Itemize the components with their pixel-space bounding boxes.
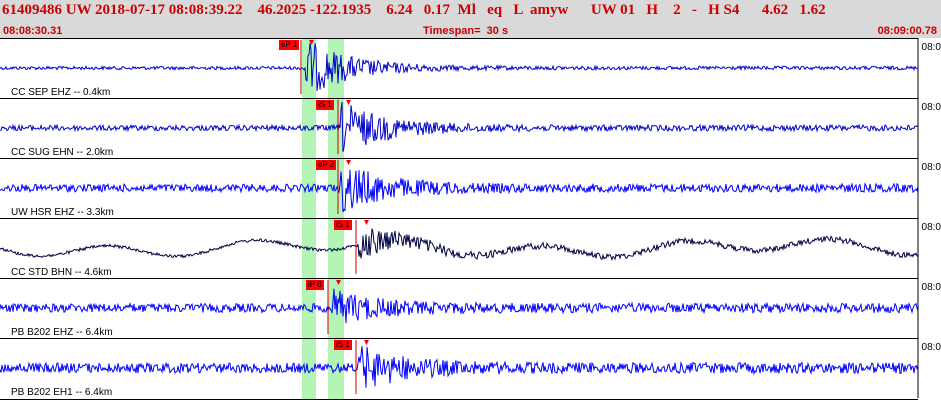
channel-label: CC SEP EHZ -- 0.4km <box>11 87 111 98</box>
tick-label: 08:0 <box>921 42 941 53</box>
end-time: 08:09:00.78 <box>877 25 937 37</box>
channel-label: CC SUG EHN -- 2.0km <box>11 147 114 158</box>
start-time: 08:08:30.31 <box>3 25 63 37</box>
tick-label: 08:0 <box>921 162 941 173</box>
tick-label: 08:0 <box>921 222 941 233</box>
pick-arrow-icon <box>336 280 341 285</box>
tick-label: 08:0 <box>921 342 941 353</box>
phase-pick-label[interactable]: iS 1 <box>334 220 352 230</box>
event-title: 61409486 UW 2018-07-17 08:08:39.22 46.20… <box>2 2 826 18</box>
phase-pick-label[interactable]: eP 1 <box>279 40 300 50</box>
channel-label: CC STD BHN -- 4.6km <box>11 267 112 278</box>
channel-label: PB B202 EH1 -- 6.4km <box>11 387 113 398</box>
tick-label: 08:0 <box>921 282 941 293</box>
header-bar: 61409486 UW 2018-07-17 08:08:39.22 46.20… <box>0 0 941 38</box>
phase-pick-label[interactable]: iS 1 <box>334 340 352 350</box>
waveform-trace <box>0 101 919 152</box>
timespan-label: Timespan= 30 s <box>423 25 509 37</box>
phase-pick-label[interactable]: iP 0 <box>306 280 324 290</box>
waveform-trace <box>0 169 919 213</box>
channel-label: UW HSR EHZ -- 3.3km <box>11 207 114 218</box>
seismogram-plot[interactable] <box>0 38 941 400</box>
waveform-trace <box>0 288 919 324</box>
pick-arrow-icon <box>346 100 351 105</box>
pick-arrow-icon <box>309 40 314 45</box>
channel-label: PB B202 EHZ -- 6.4km <box>11 327 113 338</box>
pick-arrow-icon <box>364 220 369 225</box>
waveform-trace <box>0 346 919 388</box>
tick-label: 08:0 <box>921 102 941 113</box>
pick-arrow-icon <box>346 160 351 165</box>
phase-pick-label[interactable]: eP 2 <box>316 160 337 170</box>
waveform-trace <box>0 228 919 262</box>
pick-arrow-icon <box>364 340 369 345</box>
phase-pick-label[interactable]: iS 1 <box>316 100 334 110</box>
waveform-trace <box>0 43 919 91</box>
